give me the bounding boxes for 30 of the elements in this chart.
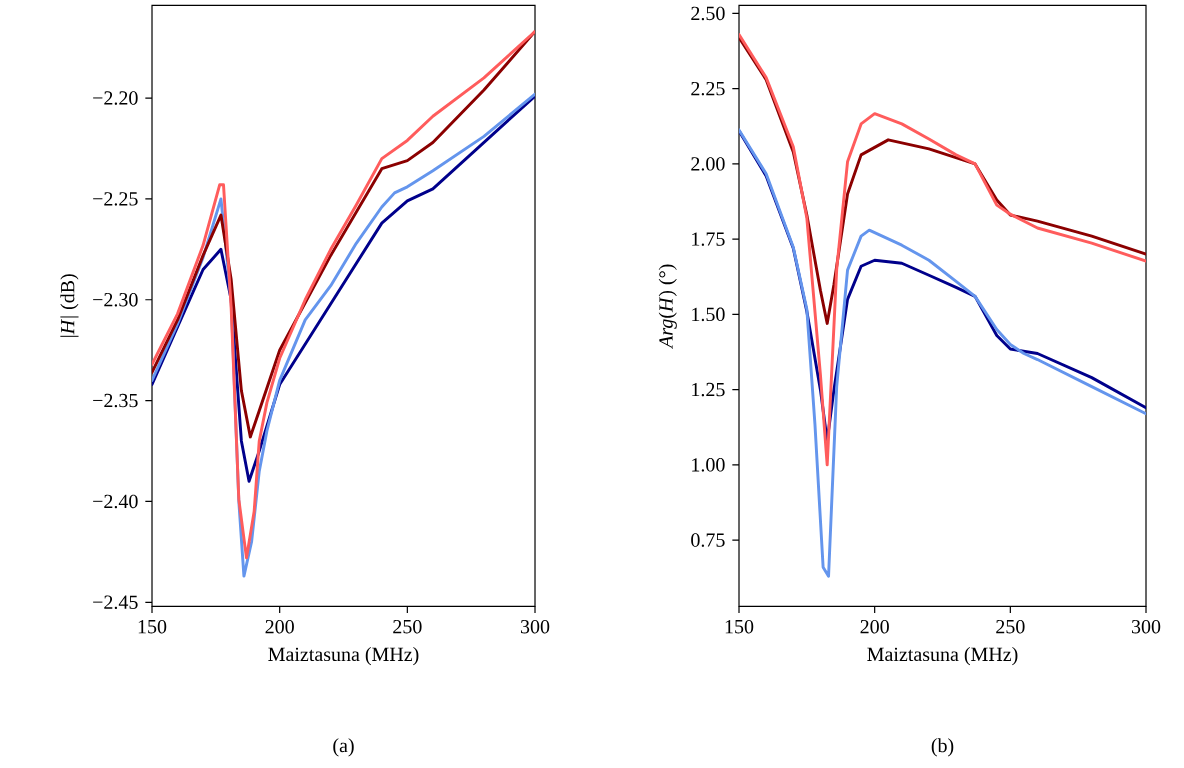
y-tick-label: 2.25	[691, 81, 725, 96]
y-axis-title: |H| (dB)	[60, 274, 79, 337]
x-tick-label: 200	[860, 619, 889, 634]
line-series	[739, 128, 1146, 578]
x-tick-label: 200	[265, 619, 294, 634]
y-tick-label: 1.25	[692, 382, 725, 397]
text: (a)	[333, 738, 354, 757]
y-tick-label: −2.35	[93, 393, 138, 408]
x-tick-label: 300	[520, 619, 550, 634]
x-tick-label: 150	[725, 619, 754, 634]
y-tick-label: 2.00	[691, 156, 725, 171]
y-axis-title: Arg(H) (°)	[658, 264, 677, 349]
y-tick-label: 1.75	[692, 232, 725, 246]
x-tick-label: 300	[1131, 619, 1161, 634]
y-tick-label: 0.75	[691, 533, 725, 547]
y-tick-label: −2.45	[93, 595, 138, 609]
y-tick-label: −2.30	[93, 292, 138, 307]
x-axis-title: Maiztasuna (MHz)	[867, 646, 1018, 665]
x-tick-label: 150	[138, 619, 167, 634]
y-tick-label: 1.00	[692, 457, 725, 472]
x-axis-title: Maiztasuna (MHz)	[268, 646, 419, 665]
line-series	[739, 32, 1146, 467]
text: (b)	[931, 738, 954, 757]
x-tick-label: 250	[996, 619, 1025, 634]
y-tick-label: −2.20	[93, 91, 138, 105]
y-tick-label: 2.50	[691, 6, 725, 21]
x-tick-label: 250	[393, 619, 422, 634]
y-tick-label: −2.40	[93, 494, 138, 509]
y-tick-label: −2.25	[93, 192, 138, 206]
y-tick-label: 1.50	[692, 307, 725, 322]
